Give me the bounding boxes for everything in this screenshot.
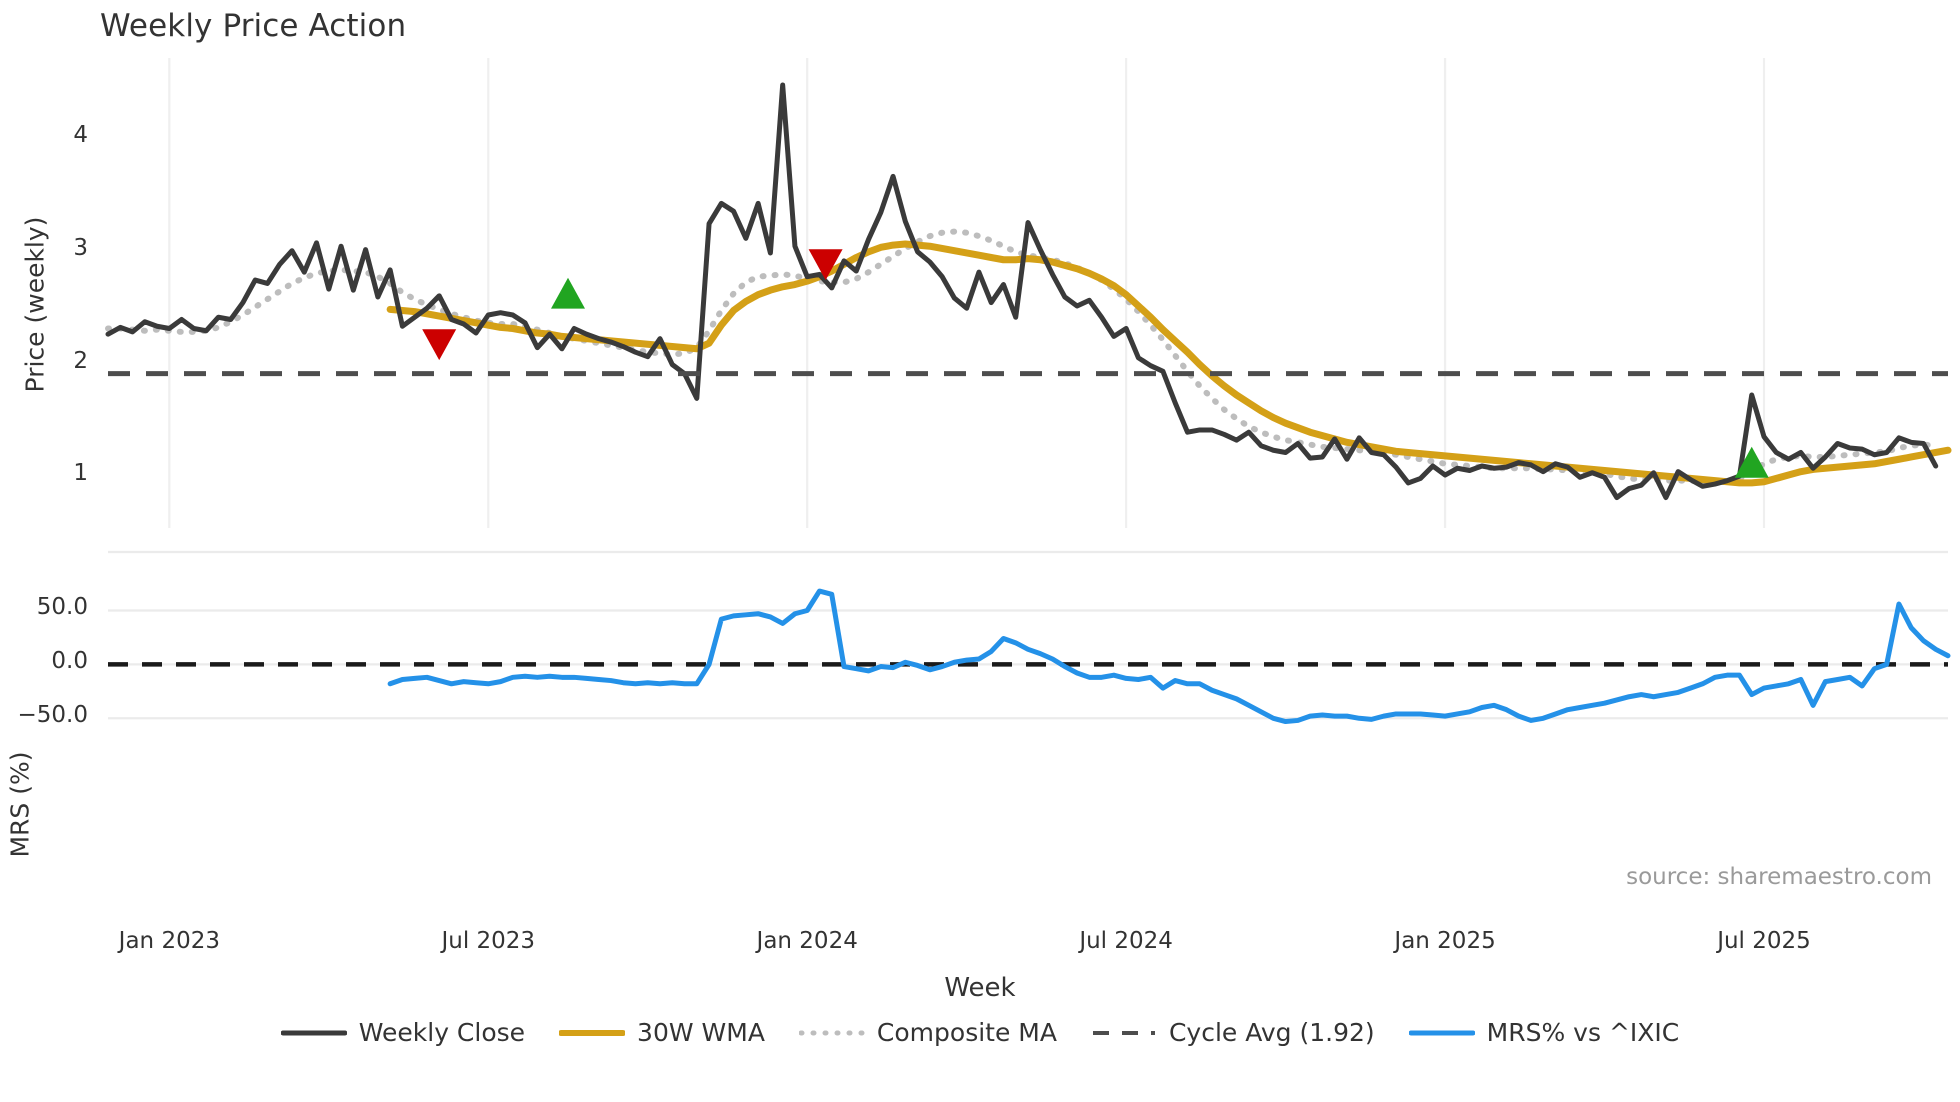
legend-swatch-solid [280, 1030, 347, 1035]
source-watermark: source: sharemaestro.com [1626, 864, 1932, 890]
x-tick-label: Jan 2024 [756, 928, 858, 954]
mrs-ytick-label: −50.0 [17, 702, 88, 729]
legend-swatch-dashed [1092, 1030, 1155, 1035]
legend-swatch-solid [1408, 1030, 1475, 1035]
series-weekly-close [105, 82, 1939, 501]
price-ytick-label: 1 [73, 460, 88, 487]
buy-marker-icon [551, 277, 585, 309]
legend-label: Weekly Close [358, 1018, 526, 1047]
x-tick-label: Jan 2025 [1394, 928, 1496, 954]
mrs-ytick-label: 0.0 [51, 648, 88, 675]
page-title: Weekly Price Action [100, 8, 407, 44]
legend-swatch-solid [559, 1029, 626, 1036]
legend-item-30w-wma[interactable]: 30W WMA [559, 1018, 765, 1047]
legend-item-composite-ma[interactable]: Composite MA [798, 1018, 1057, 1047]
buy-marker-icon [1734, 446, 1769, 478]
chart-plot-area [105, 58, 1952, 725]
legend-item-cycle-avg-1-92[interactable]: Cycle Avg (1.92) [1091, 1018, 1375, 1047]
price-ytick-label: 2 [73, 347, 88, 374]
x-tick-label: Jul 2024 [1079, 928, 1173, 954]
legend-swatch-dotted [798, 1030, 865, 1035]
legend-label: 30W WMA [637, 1018, 765, 1047]
legend-label: MRS% vs ^IXIC [1486, 1018, 1680, 1047]
sell-marker-icon [808, 249, 843, 281]
price-ytick-label: 3 [73, 234, 88, 261]
chart-legend: Weekly Close 30W WMA Composite MA Cycle Avg… [0, 1018, 1960, 1047]
legend-item-weekly-close[interactable]: Weekly Close [280, 1018, 526, 1047]
legend-item-mrs-vs-ixic[interactable]: MRS% vs ^IXIC [1408, 1018, 1680, 1047]
x-tick-label: Jan 2023 [118, 928, 220, 954]
x-tick-label: Jul 2023 [441, 928, 536, 954]
legend-label: Cycle Avg (1.92) [1168, 1018, 1375, 1047]
legend-label: Composite MA [876, 1018, 1057, 1047]
x-axis-label: Week [944, 973, 1016, 1003]
price-ytick-label: 4 [73, 122, 88, 149]
mrs-ytick-label: 50.0 [36, 594, 88, 621]
x-tick-label: Jul 2025 [1717, 928, 1811, 954]
sell-marker-icon [422, 329, 457, 361]
series-mrs-percent [387, 588, 1951, 725]
series-30w-wma [386, 240, 1952, 487]
